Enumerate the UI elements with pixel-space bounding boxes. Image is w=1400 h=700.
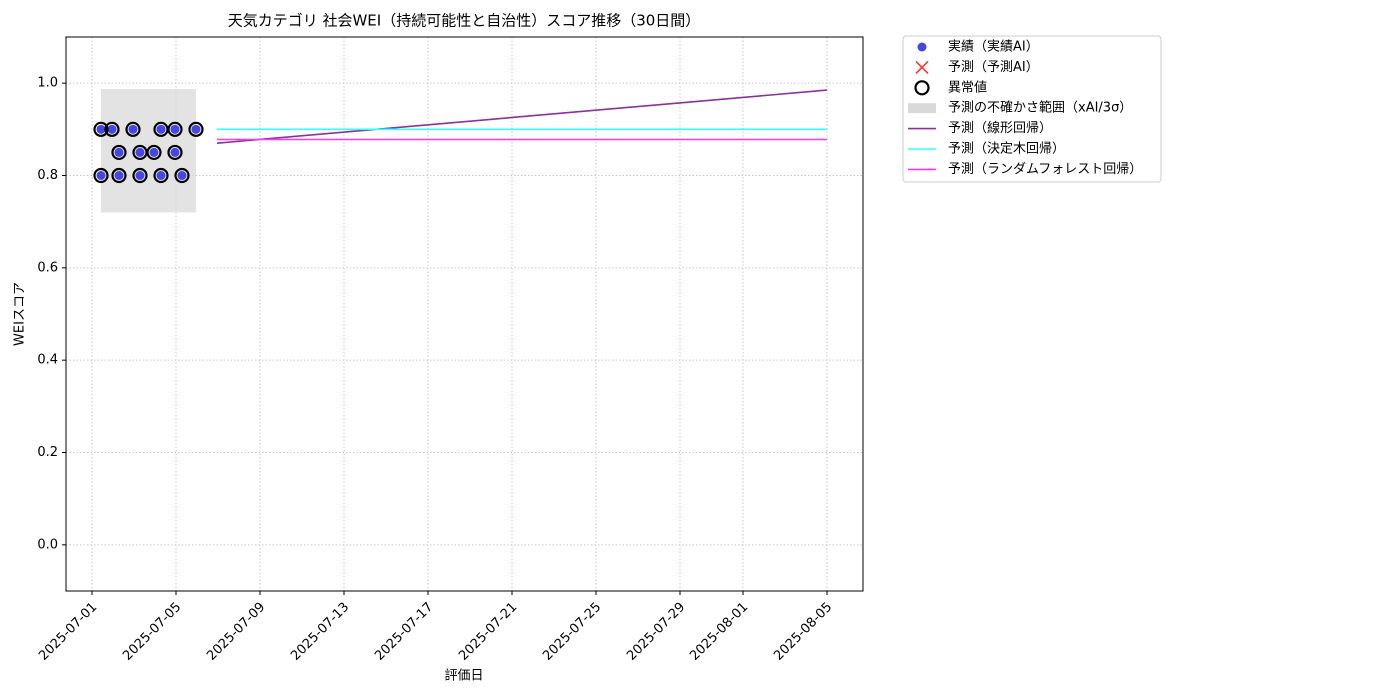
anomaly-marker (153, 167, 169, 184)
x-tick-label: 2025-08-01 (687, 600, 751, 664)
y-tick-label: 0.2 (37, 445, 58, 460)
actual-point (107, 124, 117, 134)
anomaly-marker (146, 144, 162, 161)
anomaly-marker (132, 167, 148, 184)
legend-label: 予測（線形回帰） (948, 120, 1052, 136)
y-tick-label: 1.0 (37, 76, 58, 91)
anomaly-marker (93, 167, 109, 184)
actual-point (156, 124, 166, 134)
prediction-line (216, 89, 828, 144)
anomaly-marker (174, 167, 190, 184)
anomaly-marker (125, 121, 141, 137)
actual-point (156, 171, 166, 180)
x-tick-label: 2025-07-09 (204, 600, 268, 664)
y-tick-label: 0.6 (37, 260, 58, 275)
legend-label: 実績（実績AI） (948, 39, 1039, 55)
actual-point (170, 124, 180, 134)
legend-label: 予測の不確かさ範囲（xAI/3σ） (948, 100, 1132, 116)
actual-point (177, 171, 187, 180)
legend-label: 予測（ランダムフォレスト回帰） (948, 161, 1142, 177)
x-tick-label: 2025-07-25 (540, 600, 604, 664)
chart-title: 天気カテゴリ 社会WEI（持続可能性と自治性）スコア推移（30日間） (228, 12, 701, 30)
x-tick-label: 2025-07-21 (456, 600, 520, 664)
x-tick-label: 2025-07-17 (372, 600, 436, 664)
actual-point (135, 147, 145, 157)
anomaly-marker (104, 121, 120, 137)
plot-frame (65, 36, 864, 592)
actual-point (96, 124, 106, 134)
legend-box (902, 35, 1162, 183)
actual-point (128, 124, 138, 134)
legend-label: 異常値 (948, 79, 987, 95)
anomaly-marker (93, 121, 109, 137)
actual-point (114, 147, 124, 157)
anomaly-marker (167, 144, 183, 161)
anomaly-marker (167, 121, 183, 137)
legend-label: 予測（決定木回帰） (948, 141, 1065, 157)
anomaly-marker (188, 121, 204, 137)
actual-point (170, 147, 180, 157)
y-axis-label: WEIスコア (13, 282, 28, 346)
legend-swatch (914, 80, 930, 96)
x-tick-label: 2025-07-13 (288, 600, 352, 664)
actual-point (96, 171, 106, 180)
x-tick-label: 2025-08-05 (771, 600, 835, 664)
y-tick-label: 0.4 (37, 353, 58, 368)
y-tick-label: 0.8 (37, 168, 58, 183)
legend-swatch (915, 60, 929, 74)
x-axis-label: 評価日 (444, 669, 483, 684)
x-tick-label: 2025-07-05 (120, 600, 184, 664)
legend-swatch (908, 103, 936, 114)
actual-point (135, 171, 145, 180)
actual-point (191, 124, 201, 134)
legend-label: 予測（予測AI） (948, 60, 1039, 75)
anomaly-marker (111, 144, 127, 161)
y-tick-label: 0.0 (37, 537, 58, 552)
actual-point (149, 147, 159, 157)
x-tick-label: 2025-07-29 (624, 600, 688, 664)
anomaly-marker (111, 167, 127, 184)
legend-swatch (917, 42, 927, 52)
x-tick-label: 2025-07-01 (36, 600, 100, 664)
actual-point (114, 171, 124, 180)
